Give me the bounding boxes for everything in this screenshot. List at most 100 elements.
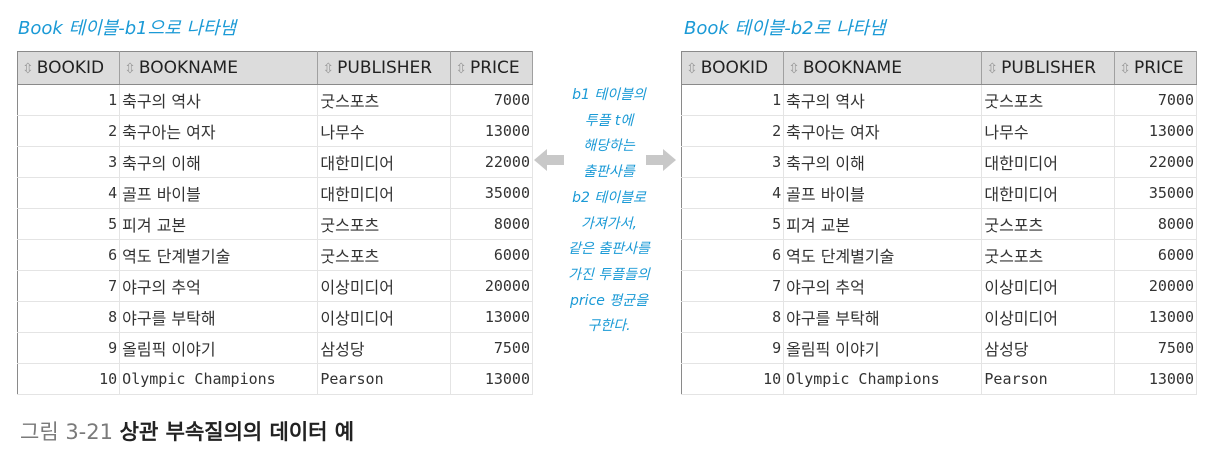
table-row: 9 올림픽 이야기 삼성당 7500 — [17, 332, 533, 364]
column-header-bookid[interactable]: ⇳ BOOKID — [17, 51, 121, 85]
column-header-price[interactable]: ⇳ PRICE — [450, 51, 533, 85]
column-header-label: PUBLISHER — [1001, 58, 1097, 78]
cell-bookid: 4 — [681, 177, 785, 209]
cell-bookname: 골프 바이블 — [119, 177, 319, 209]
sort-arrows-icon[interactable]: ⇳ — [322, 61, 335, 77]
note-line: 가져가서, — [581, 215, 637, 232]
column-header-price[interactable]: ⇳ PRICE — [1114, 51, 1197, 85]
cell-price: 6000 — [1114, 239, 1197, 271]
cell-publisher: 대한미디어 — [317, 146, 452, 178]
table-row: 6 역도 단계별기술 굿스포츠 6000 — [681, 239, 1197, 271]
cell-bookname: 축구의 이해 — [119, 146, 319, 178]
cell-price: 22000 — [450, 146, 533, 178]
table-row: 5 피겨 교본 굿스포츠 8000 — [681, 208, 1197, 240]
column-header-label: BOOKID — [700, 58, 769, 78]
cell-publisher: 이상미디어 — [981, 270, 1116, 302]
cell-publisher: 이상미디어 — [317, 270, 452, 302]
cell-bookname: 피겨 교본 — [783, 208, 983, 240]
cell-bookid: 4 — [17, 177, 121, 209]
table-row: 6 역도 단계별기술 굿스포츠 6000 — [17, 239, 533, 271]
cell-publisher: 굿스포츠 — [981, 239, 1116, 271]
column-header-publisher[interactable]: ⇳ PUBLISHER — [981, 51, 1116, 85]
book-table-b1: ⇳ BOOKID ⇳ BOOKNAME ⇳ PUBLISHER ⇳ PRICE 1 축구의 역사… — [17, 51, 533, 395]
sort-arrows-icon[interactable]: ⇳ — [1119, 61, 1131, 77]
cell-price: 13000 — [1114, 301, 1197, 333]
cell-bookid: 7 — [17, 270, 121, 302]
cell-bookid: 9 — [17, 332, 121, 364]
arrow-right-icon — [646, 149, 676, 171]
note-line: price 평균을 — [570, 292, 648, 309]
column-header-label: PRICE — [1133, 58, 1184, 78]
column-header-bookname[interactable]: ⇳ BOOKNAME — [783, 51, 983, 85]
table-row: 8 야구를 부탁해 이상미디어 13000 — [681, 301, 1197, 333]
cell-price: 7000 — [1114, 84, 1197, 116]
cell-price: 8000 — [1114, 208, 1197, 240]
header-row: ⇳ BOOKID ⇳ BOOKNAME ⇳ PUBLISHER ⇳ PRICE — [681, 51, 1197, 85]
column-header-bookid[interactable]: ⇳ BOOKID — [681, 51, 785, 85]
cell-bookname: 축구의 이해 — [783, 146, 983, 178]
cell-publisher: 이상미디어 — [317, 301, 452, 333]
note-line: 가진 투플들의 — [568, 266, 650, 283]
table-row: 7 야구의 추억 이상미디어 20000 — [17, 270, 533, 302]
cell-bookname: 축구아는 여자 — [783, 115, 983, 147]
cell-bookid: 10 — [681, 363, 785, 395]
column-header-label: BOOKID — [36, 58, 105, 78]
table-row: 9 올림픽 이야기 삼성당 7500 — [681, 332, 1197, 364]
table-row: 2 축구아는 여자 나무수 13000 — [681, 115, 1197, 147]
sort-arrows-icon[interactable]: ⇳ — [124, 61, 136, 77]
cell-price: 7500 — [450, 332, 533, 364]
left-table-caption: Book 테이블-b1으로 나타냄 — [18, 18, 237, 39]
cell-publisher: 굿스포츠 — [981, 208, 1116, 240]
cell-price: 22000 — [1114, 146, 1197, 178]
sort-arrows-icon[interactable]: ⇳ — [986, 61, 999, 77]
explanation-note: b1 테이블의 투플 t에 해당하는 출판사를 b2 테이블로 가져가서, 같은 출판사를 가… — [550, 83, 668, 340]
cell-bookname: 야구를 부탁해 — [119, 301, 319, 333]
cell-bookid: 8 — [17, 301, 121, 333]
table-body: 1 축구의 역사 굿스포츠 7000 2 축구아는 여자 나무수 13000 3 축구의 이해 대한… — [17, 84, 533, 395]
arrow-left-icon — [534, 149, 564, 171]
column-header-publisher[interactable]: ⇳ PUBLISHER — [317, 51, 452, 85]
cell-price: 35000 — [450, 177, 533, 209]
cell-bookname: 축구아는 여자 — [119, 115, 319, 147]
sort-arrows-icon[interactable]: ⇳ — [455, 61, 467, 77]
cell-bookname: 올림픽 이야기 — [783, 332, 983, 364]
sort-arrows-icon[interactable]: ⇳ — [686, 61, 698, 77]
cell-publisher: 굿스포츠 — [317, 84, 452, 116]
table-row: 1 축구의 역사 굿스포츠 7000 — [17, 84, 533, 116]
cell-price: 6000 — [450, 239, 533, 271]
cell-publisher: 굿스포츠 — [317, 208, 452, 240]
column-header-bookname[interactable]: ⇳ BOOKNAME — [119, 51, 319, 85]
table-row: 8 야구를 부탁해 이상미디어 13000 — [17, 301, 533, 333]
cell-price: 13000 — [1114, 363, 1197, 395]
sort-arrows-icon[interactable]: ⇳ — [22, 61, 34, 77]
table-row: 5 피겨 교본 굿스포츠 8000 — [17, 208, 533, 240]
cell-bookname: 올림픽 이야기 — [119, 332, 319, 364]
cell-price: 7500 — [1114, 332, 1197, 364]
table-body: 1 축구의 역사 굿스포츠 7000 2 축구아는 여자 나무수 13000 3 축구의 이해 대한… — [681, 84, 1197, 395]
table-row: 7 야구의 추억 이상미디어 20000 — [681, 270, 1197, 302]
cell-publisher: 굿스포츠 — [317, 239, 452, 271]
cell-price: 13000 — [450, 301, 533, 333]
figure-number: 그림 3-21 — [20, 420, 113, 444]
right-table-caption: Book 테이블-b2로 나타냄 — [684, 18, 886, 39]
cell-price: 8000 — [450, 208, 533, 240]
cell-price: 13000 — [450, 115, 533, 147]
note-line: 투플 t에 — [584, 112, 634, 129]
cell-publisher: 대한미디어 — [981, 146, 1116, 178]
note-line: b2 테이블로 — [572, 189, 646, 206]
cell-publisher: 대한미디어 — [317, 177, 452, 209]
cell-price: 13000 — [1114, 115, 1197, 147]
note-line: 구한다. — [587, 318, 631, 335]
cell-bookid: 3 — [681, 146, 785, 178]
cell-publisher: 삼성당 — [981, 332, 1116, 364]
sort-arrows-icon[interactable]: ⇳ — [788, 61, 800, 77]
cell-bookid: 1 — [17, 84, 121, 116]
cell-publisher: Pearson — [317, 363, 452, 395]
cell-price: 13000 — [450, 363, 533, 395]
cell-bookname: 야구를 부탁해 — [783, 301, 983, 333]
cell-bookname: 축구의 역사 — [783, 84, 983, 116]
figure-caption: 그림 3-21 상관 부속질의의 데이터 예 — [20, 416, 354, 446]
cell-publisher: 나무수 — [317, 115, 452, 147]
note-line: 해당하는 — [583, 138, 635, 155]
column-header-label: PRICE — [469, 58, 520, 78]
